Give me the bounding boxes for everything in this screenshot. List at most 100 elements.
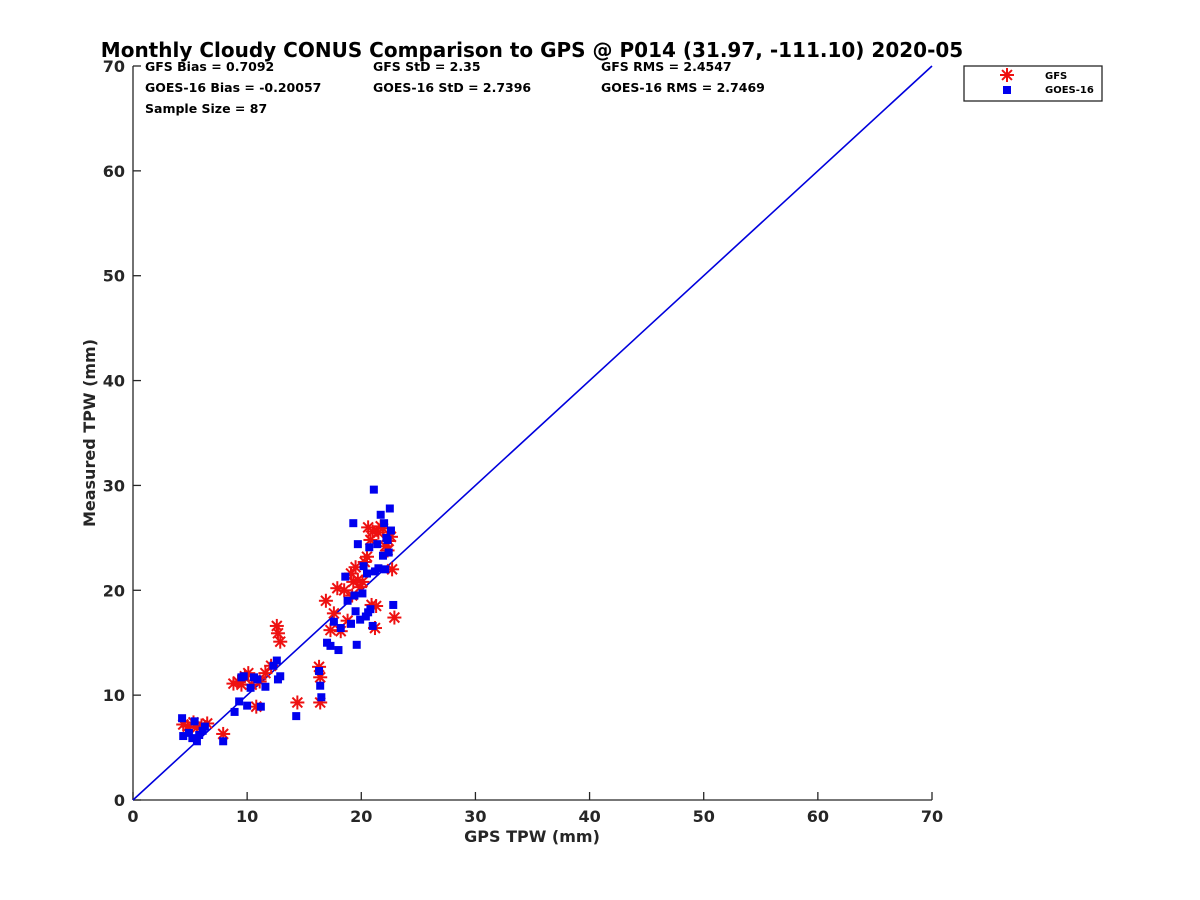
goes-16-point [235,697,244,706]
goes-16-point [329,617,338,626]
goes-std-stat: GOES-16 StD = 2.7396 [373,80,531,95]
legend-goes-16-symbol [1003,86,1011,94]
goes-16-point [317,693,326,702]
goes-16-point [366,605,375,614]
goes-16-point [315,667,324,676]
chart-title: Monthly Cloudy CONUS Comparison to GPS @… [101,38,963,62]
gfs-bias-stat: GFS Bias = 0.7092 [145,59,274,74]
goes-16-point [292,712,301,721]
asterisk-stroke [328,607,340,620]
gfs-std-stat: GFS StD = 2.35 [373,59,481,74]
asterisk-stroke [314,671,326,683]
asterisk-stroke [338,584,350,596]
x-tick-label: 60 [807,807,829,826]
asterisk-stroke [217,728,229,740]
y-ticks: 0 10 20 30 40 50 60 70 [103,57,141,810]
goes-16-point [334,646,343,655]
legend-gfs-symbol [1000,68,1014,82]
goes-16-point [356,615,365,624]
goes-16-point [316,681,325,690]
goes-16-point [384,548,393,557]
goes-16-point [273,675,282,684]
asterisk-stroke [1001,69,1013,81]
goes-16-point [385,504,394,513]
y-tick-label: 30 [103,476,125,495]
asterisk-stroke [291,696,304,709]
goes-rms-stat: GOES-16 RMS = 2.7469 [601,80,765,95]
goes-16-point [195,730,204,739]
gfs-point [269,618,284,633]
asterisk-stroke [331,582,343,594]
x-tick-label: 50 [693,807,715,826]
goes-16-series [178,485,398,746]
goes-16-point [376,510,385,519]
goes-16-point [179,732,188,741]
asterisk-stroke [349,561,362,573]
x-tick-label: 0 [127,807,138,826]
goes-16-point [269,661,278,670]
y-axis-label: Measured TPW (mm) [80,339,99,527]
x-ticks: 0 10 20 30 40 50 60 70 [127,792,943,826]
goes-16-point [386,526,395,535]
goes-16-point [383,535,392,544]
plot-axes [132,66,932,801]
goes-16-point [326,641,335,650]
goes-16-point [178,714,187,723]
gfs-point [337,583,352,598]
gfs-point [330,581,345,596]
goes-16-point [261,682,270,691]
goes-16-point [351,607,360,616]
legend-gfs-label: GFS [1045,71,1067,82]
goes-16-point [184,728,193,737]
goes-16-point [369,485,378,494]
gfs-point [258,666,273,681]
goes-16-point [359,562,368,571]
gfs-rms-stat: GFS RMS = 2.4547 [601,59,732,74]
goes-16-point [361,612,370,621]
x-tick-label: 10 [236,807,258,826]
goes-16-point [246,683,255,692]
gfs-point [355,574,370,589]
goes-16-point [230,707,239,716]
y-tick-label: 0 [114,791,125,810]
goes-16-point [190,717,199,726]
goes-16-point [192,737,201,746]
goes-16-point [253,675,262,684]
asterisk-stroke [272,627,284,639]
legend: GFS GOES-16 [963,65,1103,102]
y-tick-label: 70 [103,57,125,76]
goes-16-point [200,722,209,731]
goes-16-point [188,734,197,743]
goes-16-point [353,540,362,549]
y-tick-label: 10 [103,686,125,705]
goes-16-point [350,591,359,600]
y-tick-label: 50 [103,267,125,286]
goes-16-point [381,565,390,574]
asterisk-stroke [356,576,369,588]
legend-goes-16-label: GOES-16 [1045,85,1094,96]
goes-16-point [343,596,352,605]
asterisk-stroke [361,551,373,563]
legend-gfs-marker [1000,68,1014,82]
goes-16-point [198,726,207,735]
x-axis-label: GPS TPW (mm) [464,827,600,846]
x-tick-label: 20 [350,807,372,826]
asterisk-stroke [320,595,332,607]
goes-16-point [239,672,248,681]
goes-16-point [378,551,387,560]
goes-bias-stat: GOES-16 Bias = -0.20057 [145,80,321,95]
gfs-point [290,695,305,710]
goes-16-point [336,624,345,633]
goes-16-point [341,572,350,581]
y-tick-label: 20 [103,581,125,600]
x-tick-label: 30 [464,807,486,826]
goes-16-point [347,619,356,628]
y-tick-label: 60 [103,162,125,181]
gfs-point [318,593,333,608]
goes-16-point [389,600,398,609]
asterisk-stroke [177,718,189,731]
goes-16-point [243,701,252,710]
goes-16-point [349,519,358,528]
